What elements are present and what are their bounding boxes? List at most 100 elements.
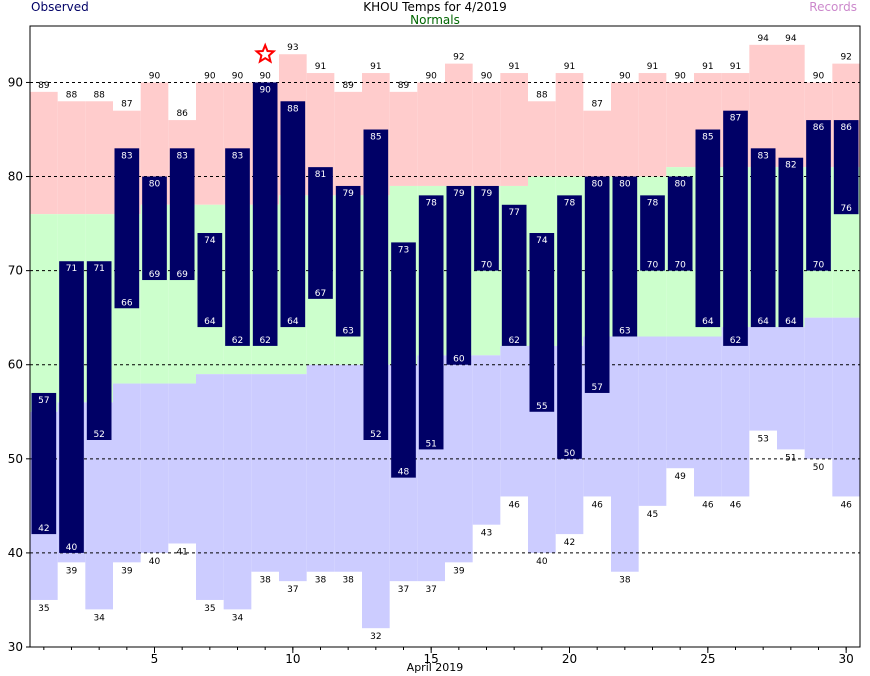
record-high-label: 90 [619,71,631,81]
record-high-band [555,73,584,177]
observed-bar [335,185,361,337]
observed-bar [391,242,416,478]
record-low-band [279,374,307,582]
record-high-label: 90 [149,71,161,81]
observed-high-label: 83 [176,151,187,161]
observed-low-label: 62 [730,336,741,346]
record-low-label: 38 [259,576,271,586]
observed-low-label: 52 [370,430,381,440]
record-low-band [472,355,501,525]
record-high-band [777,44,805,168]
record-high-label: 90 [481,71,493,81]
observed-high-label: 80 [619,180,631,190]
value-labels-layer: 57 42 89 35 71 40 88 39 71 52 88 34 83 66 87 39 80 69 90 40… [38,34,852,642]
observed-low-label: 40 [66,543,78,553]
record-high-label: 93 [287,43,298,53]
x-tick-label: 10 [285,652,300,666]
observed-bar [252,82,278,346]
observed-low-label: 62 [259,336,270,346]
record-low-band [196,374,224,600]
y-tick-label: 80 [8,170,23,184]
record-high-label: 90 [232,71,244,81]
record-low-label: 50 [813,463,825,473]
observed-high-label: 71 [93,264,104,274]
observed-low-label: 69 [149,270,161,280]
observed-high-label: 83 [757,151,768,161]
record-high-label: 91 [647,62,658,72]
record-high-label: 90 [204,71,216,81]
y-tick-label: 90 [8,75,23,89]
observed-high-label: 79 [481,189,493,199]
observed-low-label: 62 [232,336,243,346]
observed-low-label: 57 [591,383,602,393]
observed-bar [86,261,112,440]
record-high-label: 89 [38,81,50,91]
observed-low-label: 60 [453,355,465,365]
x-tick-label: 5 [151,652,159,666]
record-low-label: 45 [647,510,658,520]
y-tick-label: 40 [8,546,23,560]
observed-bar [169,148,195,281]
legend-normals: Normals [410,13,460,27]
record-low-label: 35 [38,604,49,614]
record-high-band [30,91,58,215]
record-low-band [777,327,805,450]
record-high-label: 90 [813,71,825,81]
observed-bar [723,110,748,346]
record-low-label: 41 [176,548,187,558]
record-star-marker [254,42,277,64]
observed-bar [833,120,859,215]
observed-low-label: 76 [840,204,852,214]
record-high-label: 89 [342,81,354,91]
record-high-band [583,110,611,177]
observed-low-label: 70 [481,261,493,271]
observed-low-label: 50 [564,449,576,459]
observed-low-label: 42 [38,524,49,534]
observed-bar [114,148,140,309]
record-high-label: 88 [66,90,78,100]
observed-high-label: 83 [121,151,132,161]
observed-low-label: 51 [425,439,436,449]
record-high-band [749,44,777,168]
observed-high-label: 73 [398,245,409,255]
record-high-label: 92 [453,53,464,63]
record-low-label: 37 [287,585,298,595]
record-high-label: 91 [702,62,713,72]
record-high-label: 91 [315,62,326,72]
record-high-label: 94 [785,34,797,44]
observed-low-label: 64 [287,317,299,327]
axes-layer: 30 40 50 60 70 80 90 5 10 15 20 25 30 [8,25,861,666]
observed-bar [308,167,333,299]
x-tick-label: 15 [424,652,439,666]
observed-low-label: 64 [204,317,216,327]
y-tick-label: 70 [8,264,23,278]
record-low-band [666,336,694,469]
record-low-band [749,327,777,431]
observed-high-label: 82 [785,161,796,171]
observed-bar [197,233,223,328]
observed-high-label: 80 [674,180,686,190]
record-high-band [528,101,556,177]
record-high-label: 87 [591,100,602,110]
observed-bar [225,148,250,346]
record-low-band [306,364,335,572]
observed-bar [474,185,499,271]
record-high-label: 88 [93,90,105,100]
record-low-label: 39 [66,566,78,576]
record-high-label: 91 [730,62,741,72]
record-low-band [694,336,722,497]
record-low-label: 46 [730,500,742,510]
record-high-band [638,73,667,177]
record-high-label: 90 [425,71,437,81]
record-high-band [417,82,445,186]
observed-bar [584,176,610,393]
record-low-label: 38 [619,576,631,586]
observed-bar [446,185,472,365]
observed-bar [695,129,721,328]
observed-high-label: 86 [813,123,825,133]
record-low-label: 38 [315,576,327,586]
observed-high-label: 71 [66,264,77,274]
record-high-label: 88 [536,90,548,100]
record-low-label: 46 [591,500,603,510]
